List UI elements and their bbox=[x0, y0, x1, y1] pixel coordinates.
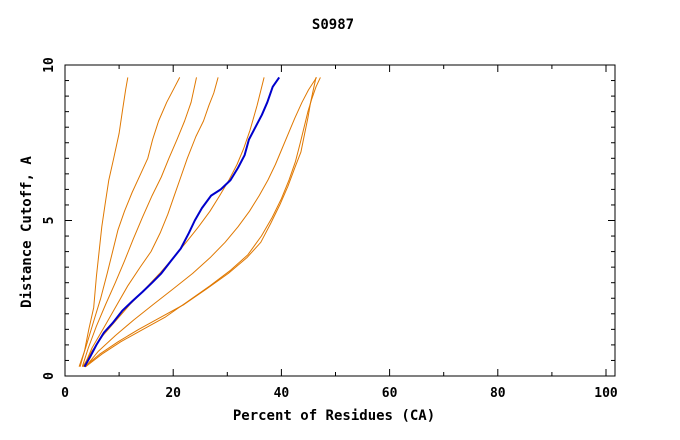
series-line bbox=[78, 77, 181, 367]
series-line bbox=[79, 77, 129, 367]
series-line bbox=[82, 77, 265, 367]
chart-title: S0987 bbox=[312, 17, 354, 33]
x-tick-label: 0 bbox=[61, 386, 69, 401]
y-axis-label: Distance Cutoff, A bbox=[19, 156, 35, 308]
x-tick-label: 80 bbox=[490, 386, 506, 401]
series-line bbox=[84, 77, 317, 368]
y-tick-label: 5 bbox=[42, 217, 57, 225]
plot-area: 0 20 40 60 80 100 0 5 10 bbox=[42, 57, 618, 401]
x-tick-label: 100 bbox=[594, 386, 618, 401]
x-tick-label: 60 bbox=[382, 386, 398, 401]
x-tick-label: 40 bbox=[274, 386, 290, 401]
plot-frame bbox=[64, 64, 616, 377]
x-axis-label: Percent of Residues (CA) bbox=[233, 408, 435, 424]
x-tick-label: 20 bbox=[165, 386, 181, 401]
series-line-highlight bbox=[83, 76, 281, 368]
y-tick-label: 0 bbox=[42, 372, 57, 380]
series-line bbox=[85, 77, 318, 368]
y-tick-label: 10 bbox=[42, 57, 57, 73]
series-line bbox=[83, 77, 219, 367]
series-line bbox=[81, 77, 197, 367]
series-line bbox=[85, 77, 321, 368]
